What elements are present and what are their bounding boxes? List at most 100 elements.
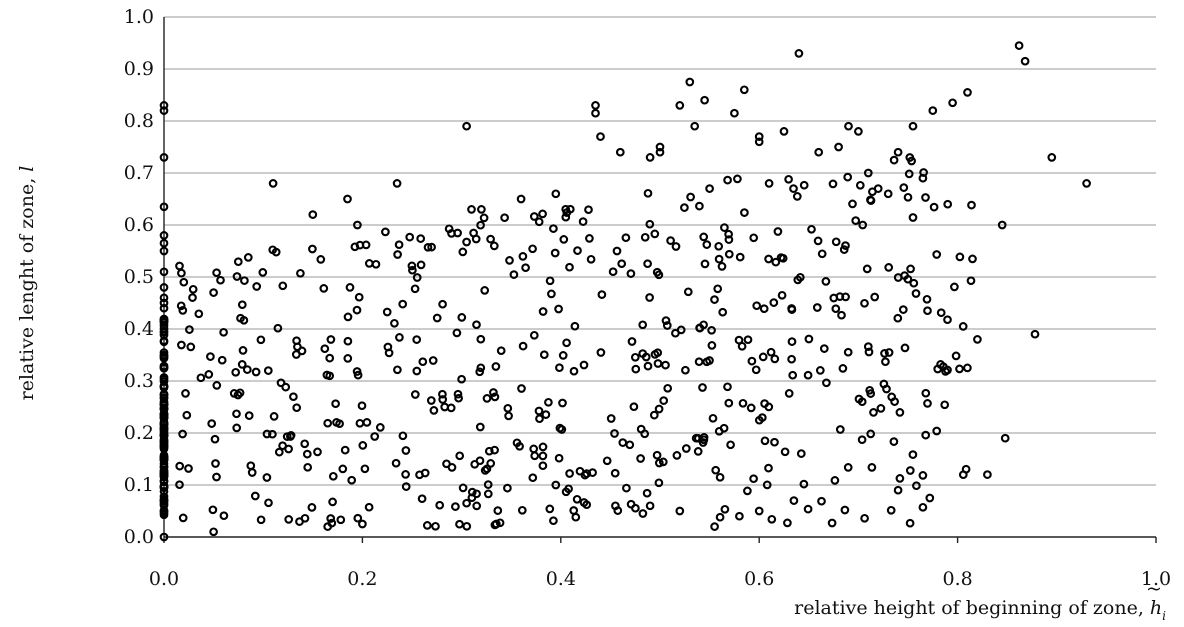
- data-point: [654, 478, 664, 488]
- data-point: [417, 494, 427, 504]
- data-point: [530, 451, 540, 461]
- data-point: [327, 518, 337, 528]
- data-point: [951, 351, 961, 361]
- data-point: [919, 168, 928, 177]
- data-point: [629, 402, 639, 412]
- data-point: [779, 127, 789, 136]
- data-point: [412, 366, 422, 376]
- data-point: [705, 356, 714, 365]
- data-point: [550, 248, 560, 258]
- data-point: [177, 340, 186, 350]
- data-point: [325, 353, 335, 363]
- data-point: [863, 168, 873, 178]
- data-point: [545, 276, 555, 286]
- y-tick-label: 0.2: [124, 422, 154, 444]
- data-point: [159, 101, 169, 110]
- data-point: [884, 348, 894, 357]
- data-point: [905, 518, 915, 528]
- data-point: [700, 259, 710, 269]
- data-point: [381, 227, 390, 237]
- data-point: [720, 223, 729, 232]
- data-point: [655, 142, 665, 152]
- data-point: [159, 106, 169, 115]
- data-point: [591, 108, 600, 118]
- data-point: [410, 390, 420, 399]
- data-point: [454, 393, 463, 403]
- data-point: [831, 237, 841, 247]
- data-point: [733, 174, 742, 184]
- data-point: [284, 515, 294, 524]
- data-point: [422, 521, 432, 530]
- data-point: [353, 513, 363, 523]
- data-point: [264, 498, 273, 508]
- data-point: [588, 468, 597, 477]
- data-point: [936, 308, 946, 318]
- data-point: [723, 382, 732, 392]
- data-point: [521, 263, 530, 273]
- data-point: [250, 491, 260, 501]
- data-point: [652, 450, 662, 460]
- data-point: [841, 241, 850, 250]
- data-point: [655, 147, 665, 157]
- data-point: [358, 441, 368, 450]
- data-point: [188, 293, 197, 302]
- data-point: [714, 254, 724, 264]
- data-point: [578, 217, 588, 226]
- data-point: [489, 241, 499, 251]
- x-tick-label: 0.4: [546, 568, 576, 590]
- data-point: [724, 398, 734, 408]
- data-point: [233, 257, 243, 267]
- data-point: [565, 469, 574, 478]
- data-point: [208, 505, 218, 515]
- data-point: [246, 461, 256, 471]
- data-point: [650, 350, 660, 359]
- data-point: [626, 269, 636, 278]
- data-point: [493, 506, 503, 515]
- data-point: [929, 202, 939, 212]
- data-point: [551, 189, 561, 199]
- data-point: [907, 156, 916, 166]
- data-point: [159, 326, 169, 336]
- data-point: [561, 212, 571, 222]
- data-point: [360, 464, 370, 474]
- data-point: [788, 370, 798, 380]
- data-point: [771, 257, 781, 267]
- data-point: [538, 209, 547, 219]
- data-point: [921, 388, 931, 398]
- y-tick-label: 0.6: [124, 214, 154, 236]
- data-point: [534, 217, 544, 227]
- data-point: [219, 327, 228, 337]
- data-point: [159, 483, 169, 493]
- data-point: [787, 304, 796, 313]
- data-point: [423, 242, 433, 252]
- data-point: [326, 514, 336, 523]
- data-point: [860, 298, 869, 308]
- data-point: [893, 273, 903, 282]
- data-point: [814, 147, 824, 157]
- data-point: [787, 354, 796, 364]
- data-point: [854, 394, 864, 404]
- y-tick-label: 1.0: [124, 6, 154, 28]
- data-point: [159, 231, 169, 240]
- data-point: [652, 267, 662, 277]
- data-point: [401, 446, 411, 455]
- data-point: [446, 403, 456, 413]
- data-point: [720, 504, 730, 514]
- data-point: [714, 241, 724, 251]
- data-point: [178, 306, 188, 315]
- data-point: [462, 237, 471, 247]
- data-point: [435, 500, 445, 510]
- data-point: [769, 298, 779, 307]
- data-point: [784, 174, 793, 184]
- x-axis-title-subscript: i: [1162, 609, 1166, 623]
- data-point: [904, 169, 914, 179]
- data-point: [699, 232, 709, 242]
- data-point: [343, 336, 353, 346]
- data-point: [475, 456, 485, 466]
- data-point: [958, 322, 968, 331]
- data-point: [649, 410, 659, 420]
- data-point: [159, 471, 169, 481]
- data-point: [754, 137, 764, 147]
- data-point: [675, 101, 685, 110]
- data-point: [932, 426, 942, 436]
